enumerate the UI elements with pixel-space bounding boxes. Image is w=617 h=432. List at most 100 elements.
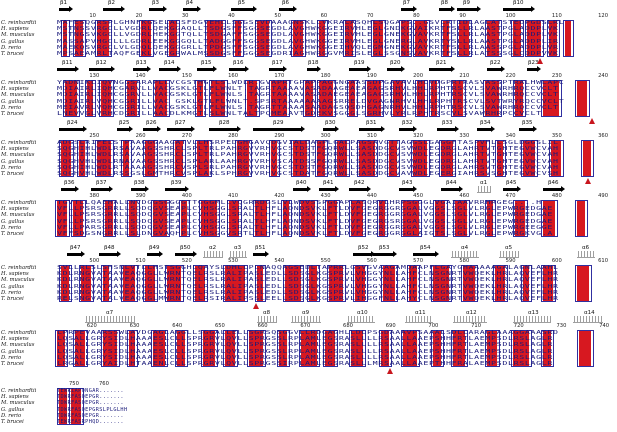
conserved-column [543, 80, 559, 117]
species-name: M. musculus [1, 400, 35, 407]
residue-number: 660 [257, 323, 268, 329]
species-names: C. reinhardtii H. sapiens M. musculus G. ga… [1, 20, 57, 57]
alpha-helix-coil [85, 316, 135, 323]
alpha-helix-coil [291, 316, 321, 323]
structure-label: β46 [548, 180, 559, 186]
sequence-row: TDWRFASQEPGR....... [57, 412, 124, 419]
conserved-column [513, 330, 529, 367]
beta-strand-arrow [323, 126, 339, 132]
conserved-column [97, 20, 109, 57]
residue-number: 100 [505, 13, 516, 19]
conserved-column [181, 200, 187, 237]
conserved-column [485, 80, 499, 117]
beta-strand-arrow [99, 251, 121, 257]
similarity-box [121, 140, 132, 177]
structure-label: α4 [461, 245, 469, 251]
beta-strand-arrow [67, 251, 85, 257]
conserved-column [145, 140, 155, 177]
conserved-column [75, 20, 83, 57]
structure-label: α14 [584, 310, 595, 316]
similarity-box [461, 265, 478, 302]
residue-number: 140 [135, 73, 146, 79]
sequence-row: KDLRNGVATAAVEAQGGLLWRNTQELRSLRALIPASLEDL… [57, 277, 559, 284]
conserved-column [543, 265, 553, 302]
beta-strand-arrow [165, 186, 189, 192]
conserved-column [351, 200, 363, 237]
species-name: T. brucei [1, 110, 24, 117]
sequence-row: LQSALLGRYSIDLHAAAESLCLLSPRGRVLQVLLSPRGSS… [57, 336, 554, 343]
beta-strand-arrow [143, 126, 161, 132]
residue-number: 750 [69, 381, 79, 387]
conserved-column [145, 265, 155, 302]
sequence-row: SQGHIHLWDLRSAVAAGSSHRCLSPLTRLPAHRGVVRHVG… [57, 146, 559, 153]
residue-number: 120 [598, 13, 609, 19]
beta-strand-arrow [437, 126, 459, 132]
structure-label: α7 [106, 310, 114, 316]
similarity-box [493, 265, 508, 302]
beta-strand-arrow [149, 6, 167, 12]
residue-number: 430 [320, 193, 331, 199]
conserved-column [197, 80, 203, 117]
species-name: G. gallus [1, 98, 24, 105]
mutation-site-marker [589, 118, 595, 124]
conserved-column [527, 20, 541, 57]
structure-label: α13 [528, 310, 539, 316]
conserved-column [279, 330, 287, 367]
conserved-column [257, 20, 269, 57]
similarity-box [541, 80, 562, 117]
similarity-box [323, 330, 338, 367]
conserved-column [305, 80, 313, 117]
structure-label: α9 [302, 310, 310, 316]
similarity-box [55, 330, 68, 367]
sequence-row: VFLLPARSGRRLLSQDQGVSEAPLCVHSGGLSRALTLHFL… [57, 224, 554, 231]
similarity-box [381, 265, 398, 302]
species-name: G. gallus [1, 283, 24, 290]
sequence-row: MASSAPVHGCLLLGDRLEEKGGGQLLTADGGFFSGGSEGD… [57, 38, 559, 45]
similarity-box [541, 330, 554, 367]
similarity-box [525, 20, 544, 57]
similarity-box [415, 80, 428, 117]
structure-label: β21 [436, 60, 447, 66]
species-name: C. reinhardtii [1, 265, 37, 271]
conserved-column [309, 265, 317, 302]
similarity-box [253, 200, 270, 237]
residue-number: 130 [89, 73, 100, 79]
residue-number: 410 [228, 193, 239, 199]
residue-number: 260 [135, 133, 146, 139]
residue-number: 480 [551, 193, 562, 199]
similarity-box [269, 140, 280, 177]
structure-label: β20 [390, 60, 401, 66]
conserved-column [255, 200, 267, 237]
species-name: C. reinhardtii [1, 388, 37, 394]
beta-strand-arrow [307, 66, 321, 72]
beta-strand-arrow [373, 251, 397, 257]
similarity-box [223, 330, 238, 367]
alpha-helix-coil [573, 316, 603, 323]
secondary-structure-track: β47 β48 β49 β50 α2 α3 β51 β52 β53 β54 α4 α5 α6 [57, 245, 617, 265]
similarity-box [521, 140, 538, 177]
species-name: C. reinhardtii [1, 330, 37, 336]
beta-strand-arrow [197, 66, 217, 72]
residue-number: 720 [513, 323, 524, 329]
conserved-column [433, 330, 441, 367]
similarity-box [55, 200, 70, 237]
beta-strand-arrow [441, 186, 463, 192]
conserved-column [383, 265, 395, 302]
conserved-column [225, 265, 245, 302]
sequence-row: TEWRFASRPHQD....... [57, 418, 124, 425]
beta-strand-arrow [353, 251, 375, 257]
sequence-row: TEWRIAPQNGAR....... [57, 388, 124, 394]
similarity-box [387, 140, 400, 177]
conserved-column [497, 140, 503, 177]
conserved-column [583, 140, 591, 177]
similarity-box [411, 140, 430, 177]
sequence-row: SQGHVHLWDLRNAVAAGSSHRCLSPLARLAAHRGVVRHVS… [57, 158, 559, 165]
residue-number: 710 [471, 323, 482, 329]
conserved-column [389, 140, 397, 177]
sequence-row: LPRPEVAARSSWLAVDGAGLAGGLLSGGALLELLSGRSQS… [57, 330, 559, 336]
beta-strand-arrow [209, 126, 241, 132]
similarity-box [165, 265, 184, 302]
residue-number-track: 250 260 270 280 290 300 310 320 330 340 350 360 [57, 133, 617, 140]
similarity-box [349, 330, 366, 367]
species-names: C. reinhardtii H. sapiens M. musculus G. ga… [1, 200, 57, 237]
